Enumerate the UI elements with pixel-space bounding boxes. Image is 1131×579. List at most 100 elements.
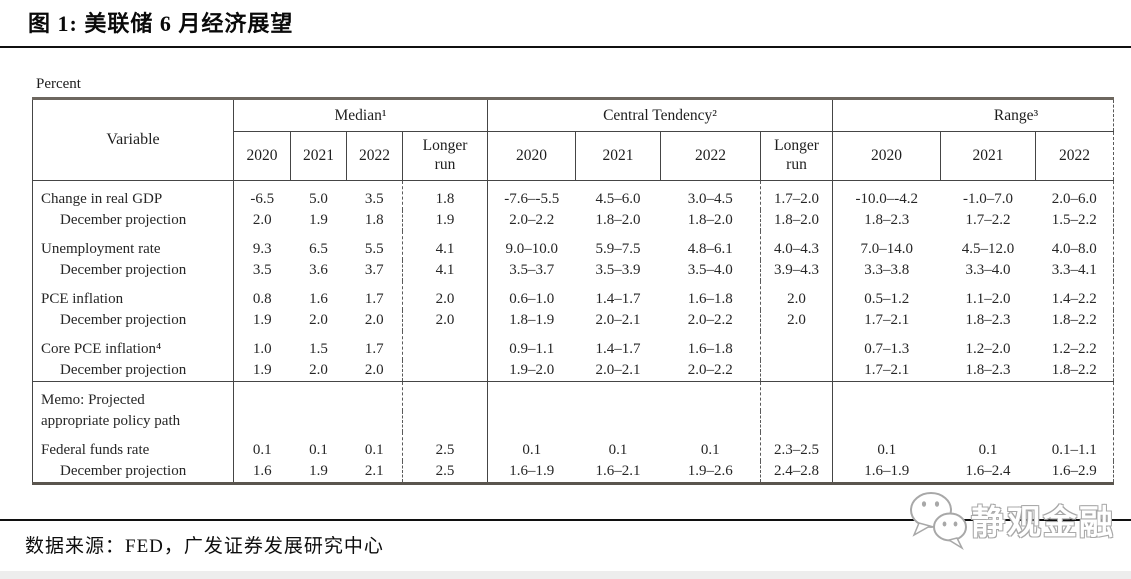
variable-cell: Memo: Projected <box>32 381 234 411</box>
value-cell: 3.3–4.1 <box>1035 260 1115 281</box>
table-row: Federal funds rate 0.1 0.1 0.1 2.5 0.1 0.1 0.1 2… <box>33 432 1115 461</box>
value-cell: 4.8–6.1 <box>687 241 733 257</box>
value-cell: 1.5 <box>309 341 328 357</box>
value-cell: -6.5 <box>233 180 291 210</box>
value-cell: -1.0–7.0 <box>963 191 1014 207</box>
value-cell: 1.6–2.1 <box>595 463 641 479</box>
value-cell: 2.0 <box>309 312 328 328</box>
value-cell: 2.0 <box>364 362 384 378</box>
value-cell: 0.1 <box>233 432 291 461</box>
value-cell: -7.6–-5.5 <box>487 180 576 210</box>
value-cell: 6.5 <box>309 241 328 257</box>
value-cell: 4.5–12.0 <box>961 241 1015 257</box>
table-row: December projection 1.6 1.9 2.1 2.5 1.6–1.9 1.… <box>33 461 1115 484</box>
value-cell: 0.1 <box>978 442 998 458</box>
value-cell: 1.6–1.9 <box>832 461 941 484</box>
bottom-edge-strip <box>0 571 1131 579</box>
value-cell: 0.1 <box>487 432 576 461</box>
data-source-note: 数据来源：FED，广发证券发展研究中心 <box>25 536 384 557</box>
value-cell: 1.9–2.0 <box>487 360 576 382</box>
variable-cell: December projection <box>60 362 187 378</box>
value-cell: 2.5 <box>402 432 488 461</box>
year-header-ct-longer-run: Longer run <box>759 131 833 181</box>
value-cell: 4.1 <box>402 260 488 281</box>
group-header-median: Median¹ <box>233 98 488 132</box>
variable-cell: Core PCE inflation⁴ <box>41 341 162 357</box>
value-cell: 3.3–3.8 <box>832 260 941 281</box>
value-cell: 1.8–2.2 <box>1035 310 1115 331</box>
year-header-median-longer-run: Longer run <box>402 131 488 181</box>
value-cell: 1.7–2.2 <box>965 212 1011 228</box>
value-cell: 1.4–1.7 <box>595 291 641 307</box>
value-cell: 1.8–2.3 <box>832 210 941 231</box>
value-cell: 2.0 <box>402 281 488 310</box>
year-header-median-2020: 2020 <box>233 131 291 181</box>
table-row: Memo: Projected <box>32 381 1115 411</box>
value-cell: 1.9 <box>233 310 291 331</box>
value-cell: 2.0 <box>759 281 833 310</box>
watermark-label: 静观金融 <box>971 504 1115 542</box>
value-cell: 1.1–2.0 <box>965 291 1011 307</box>
value-cell: 1.7 <box>364 341 384 357</box>
value-cell: 1.6–2.9 <box>1035 461 1115 484</box>
value-cell: 3.3–4.0 <box>965 262 1011 278</box>
value-cell: 3.5 <box>233 260 291 281</box>
value-cell <box>576 411 661 432</box>
value-cell: 1.8–2.3 <box>965 362 1011 378</box>
value-cell: 1.8–2.3 <box>965 312 1011 328</box>
value-cell: 0.1 <box>608 442 628 458</box>
value-cell: 0.1–1.1 <box>1035 432 1115 461</box>
value-cell: 1.0 <box>233 331 291 360</box>
value-cell <box>402 360 488 382</box>
value-cell: 0.9–1.1 <box>487 331 576 360</box>
table-row: appropriate policy path <box>33 411 1115 432</box>
variable-cell: Change in real GDP <box>41 191 163 207</box>
footer-rule <box>0 519 1131 521</box>
value-cell: 1.2–2.2 <box>1035 331 1115 360</box>
value-cell: 3.5–3.9 <box>595 262 641 278</box>
value-cell: 1.7–2.0 <box>759 180 833 210</box>
value-cell: 1.6 <box>309 291 328 307</box>
value-cell: 3.5–4.0 <box>687 262 733 278</box>
value-cell: 1.6–1.8 <box>687 291 733 307</box>
value-cell: 0.1 <box>309 442 328 458</box>
year-header-ct-2020: 2020 <box>487 131 576 181</box>
value-cell <box>346 381 403 411</box>
value-cell <box>291 411 347 432</box>
value-cell: 3.5 <box>364 191 384 207</box>
table-row: Unemployment rate 9.3 6.5 5.5 4.1 9.0–10.0 5.9… <box>33 231 1115 260</box>
value-cell <box>233 411 291 432</box>
value-cell: 2.0 <box>364 312 384 328</box>
year-header-range-2021: 2021 <box>940 131 1036 181</box>
value-cell <box>575 381 661 411</box>
value-cell: 0.5–1.2 <box>832 281 941 310</box>
table-row: December projection 1.9 2.0 2.0 2.0 1.8–1.9 2.… <box>33 310 1115 331</box>
value-cell: 1.8 <box>402 180 488 210</box>
value-cell: 1.9–2.6 <box>687 463 733 479</box>
value-cell <box>759 360 833 382</box>
year-header-median-2022: 2022 <box>346 131 403 181</box>
value-cell: 0.1 <box>832 432 941 461</box>
value-cell: 5.5 <box>364 241 384 257</box>
year-header-range-2022: 2022 <box>1035 131 1115 181</box>
value-cell: 5.9–7.5 <box>595 241 641 257</box>
value-cell: 1.7–2.1 <box>832 310 941 331</box>
wechat-icon <box>910 492 967 550</box>
value-cell: 0.6–1.0 <box>487 281 576 310</box>
value-cell: 3.5–3.7 <box>487 260 576 281</box>
table-body: Change in real GDP -6.5 5.0 3.5 1.8 -7.6–-5.5… <box>32 180 1115 484</box>
value-cell <box>1035 411 1115 432</box>
value-cell: 3.6 <box>309 262 328 278</box>
table-row: December projection 1.9 2.0 2.0 1.9–2.0 2.0–2… <box>33 360 1115 382</box>
value-cell: 2.0 <box>233 210 291 231</box>
value-cell: 4.1 <box>402 231 488 260</box>
value-cell <box>832 411 941 432</box>
value-cell: 9.3 <box>233 231 291 260</box>
variable-cell: December projection <box>60 463 187 479</box>
value-cell: 2.0–2.1 <box>595 312 641 328</box>
value-cell: 1.4–2.2 <box>1035 281 1115 310</box>
value-cell <box>759 331 833 360</box>
watermark: 静观金融 <box>905 482 1131 556</box>
table-row: December projection 2.0 1.9 1.8 1.9 2.0–2.2 1.… <box>33 210 1115 231</box>
